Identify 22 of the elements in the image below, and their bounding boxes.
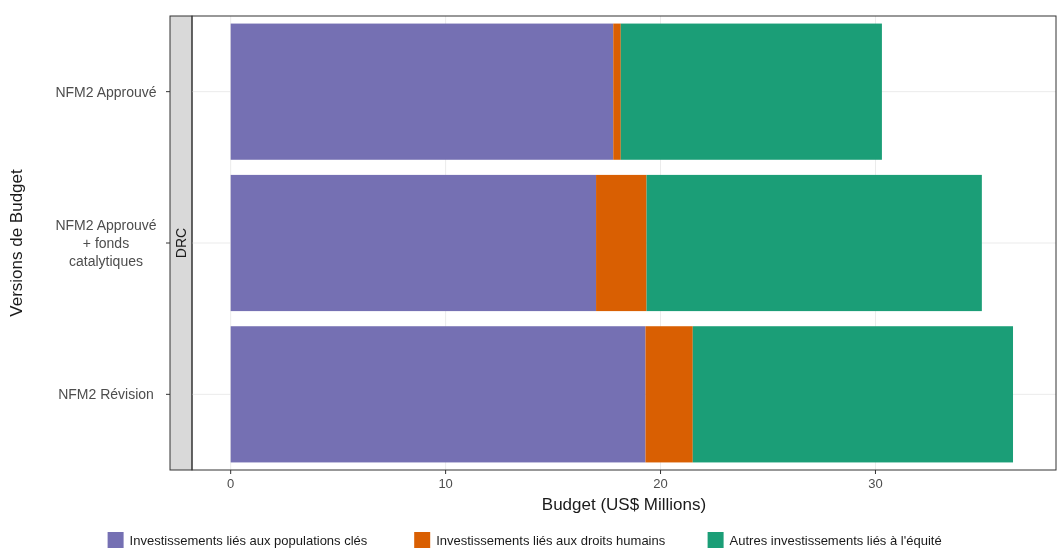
text: DRC bbox=[173, 227, 189, 259]
bar bbox=[230, 326, 646, 463]
x-tick-label: 10 bbox=[438, 476, 453, 491]
y-tick-label: NFM2 Approuvé + fonds catalytiques bbox=[55, 217, 157, 269]
x-tick-label: 0 bbox=[227, 476, 235, 491]
legend-label: Investissements liés aux populations clés bbox=[129, 533, 368, 548]
bar bbox=[230, 174, 597, 312]
bar bbox=[645, 326, 693, 463]
x-axis-title: Budget (US$ Millions) bbox=[541, 495, 707, 514]
bar bbox=[620, 23, 882, 160]
bar bbox=[692, 326, 1014, 463]
bar bbox=[230, 23, 614, 160]
y-tick-label: NFM2 Approuvé bbox=[55, 83, 157, 100]
bar bbox=[613, 23, 621, 160]
bar bbox=[596, 174, 647, 312]
y-tick-label: NFM2 Révision bbox=[58, 386, 154, 403]
x-tick-label: 20 bbox=[653, 476, 668, 491]
x-tick-label: 30 bbox=[868, 476, 883, 491]
bar bbox=[646, 174, 982, 312]
legend-label: Investissements liés aux droits humains bbox=[436, 533, 666, 548]
legend-label: Autres investissements liés à l'équité bbox=[729, 533, 942, 548]
y-axis-title: Versions de Budget bbox=[7, 169, 26, 317]
